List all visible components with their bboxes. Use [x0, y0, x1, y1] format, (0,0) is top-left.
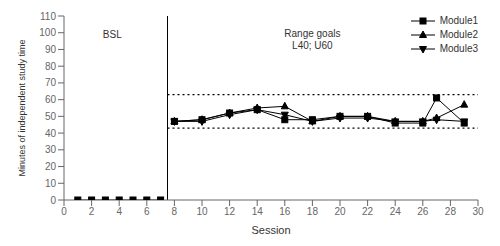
svg-text:100: 100 [39, 27, 56, 38]
svg-text:30: 30 [472, 206, 484, 217]
svg-text:0: 0 [50, 195, 56, 206]
svg-text:12: 12 [224, 206, 236, 217]
svg-text:70: 70 [45, 77, 57, 88]
svg-text:2: 2 [89, 206, 95, 217]
svg-text:20: 20 [334, 206, 346, 217]
svg-text:110: 110 [40, 11, 56, 22]
svg-text:16: 16 [279, 206, 291, 217]
svg-text:20: 20 [45, 161, 57, 172]
svg-text:26: 26 [417, 206, 429, 217]
html-text:Module3: Module3 [439, 43, 478, 54]
svg-text:18: 18 [307, 206, 319, 217]
svg-text:14: 14 [252, 206, 264, 217]
svg-text:30: 30 [45, 144, 57, 155]
svg-text:40: 40 [45, 128, 57, 139]
svg-text:22: 22 [362, 206, 374, 217]
svg-text:28: 28 [445, 206, 457, 217]
svg-text:6: 6 [144, 206, 150, 217]
svg-text:24: 24 [390, 206, 402, 217]
svg-text:10: 10 [45, 178, 57, 189]
svg-text:4: 4 [116, 206, 122, 217]
svg-text:8: 8 [172, 206, 178, 217]
html-text:Module1: Module1 [439, 15, 478, 26]
svg-text:BSL: BSL [103, 29, 122, 40]
svg-text:50: 50 [45, 111, 57, 122]
svg-text:Session: Session [251, 224, 290, 236]
svg-text:10: 10 [196, 206, 208, 217]
svg-text:0: 0 [61, 206, 67, 217]
html-text:Module2: Module2 [439, 29, 478, 40]
svg-text:Minutes of independent study t: Minutes of independent study time [17, 39, 27, 176]
svg-text:80: 80 [45, 61, 57, 72]
svg-text:Range goalsL40; U60: Range goalsL40; U60 [284, 28, 340, 51]
svg-text:90: 90 [45, 44, 57, 55]
svg-text:60: 60 [45, 94, 57, 105]
